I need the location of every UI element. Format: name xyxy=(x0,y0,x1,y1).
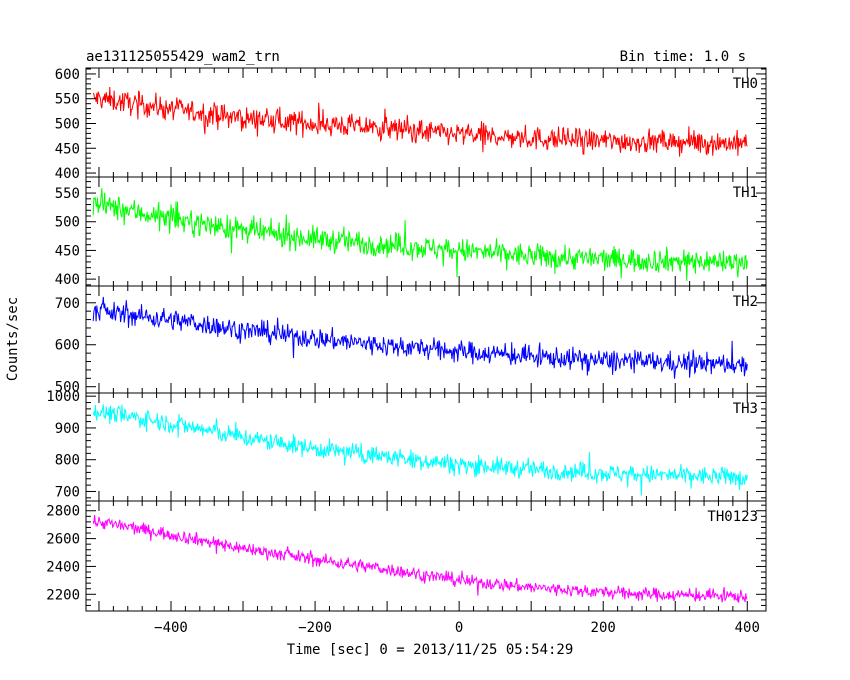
x-tick-label: −400 xyxy=(154,620,188,636)
y-tick-label: 2800 xyxy=(46,504,80,520)
panel-label-th0123: TH0123 xyxy=(707,509,758,525)
y-tick-label: 900 xyxy=(55,421,80,437)
panel-th0: 400 450 500 550 600 TH0 xyxy=(55,67,767,182)
series-line-th0 xyxy=(92,86,748,157)
y-tick-label: 400 xyxy=(55,272,80,288)
y-tick-label: 500 xyxy=(55,215,80,231)
x-tick-label: −200 xyxy=(298,620,332,636)
series-line-th0123 xyxy=(92,515,748,603)
panel-frame xyxy=(85,67,767,178)
panel-label-th1: TH1 xyxy=(733,185,758,201)
y-tick-label: 500 xyxy=(55,380,80,396)
series-line-th3 xyxy=(92,404,748,496)
y-tick-label: 2200 xyxy=(46,587,80,603)
series-line-th2 xyxy=(92,296,748,379)
y-tick-label: 700 xyxy=(55,484,80,500)
y-tick-label: 800 xyxy=(55,453,80,469)
plot-title: ae131125055429_wam2_trn xyxy=(86,49,280,65)
panel-th2: 500 600 700 TH2 xyxy=(55,285,767,396)
y-tick-label: 500 xyxy=(55,116,80,132)
panel-label-th2: TH2 xyxy=(733,294,758,310)
y-tick-label: 2600 xyxy=(46,532,80,548)
y-tick-label: 1000 xyxy=(46,389,80,405)
y-axis-label: Counts/sec xyxy=(5,297,21,381)
y-tick-label: 2400 xyxy=(46,559,80,575)
y-tick-label: 450 xyxy=(55,141,80,157)
panel-th0123: 2200 2400 2600 2800 TH0123 xyxy=(46,500,767,612)
y-tick-label: 400 xyxy=(55,166,80,182)
x-tick-label: 400 xyxy=(735,620,760,636)
x-axis: −400 −200 0 200 400 xyxy=(154,620,760,636)
panel-frame xyxy=(85,176,767,287)
panel-label-th0: TH0 xyxy=(733,76,758,92)
panel-frame xyxy=(85,500,767,612)
series-line-th1 xyxy=(92,188,748,282)
panel-frame xyxy=(85,285,767,394)
bin-time-label: Bin time: 1.0 s xyxy=(620,49,746,65)
y-tick-label: 550 xyxy=(55,186,80,202)
panel-label-th3: TH3 xyxy=(733,401,758,417)
panel-th1: 400 450 500 550 TH1 xyxy=(55,176,767,288)
y-tick-label: 600 xyxy=(55,338,80,354)
panel-frame xyxy=(85,392,767,502)
panels-group: 400 450 500 550 600 TH0 400 450 500 550 TH1 500 600 7… xyxy=(46,67,767,612)
x-axis-label: Time [sec] 0 = 2013/11/25 05:54:29 xyxy=(287,642,574,658)
y-tick-label: 700 xyxy=(55,296,80,312)
x-tick-label: 200 xyxy=(591,620,616,636)
panel-th3: 700 800 900 1000 TH3 xyxy=(46,389,767,502)
y-tick-label: 450 xyxy=(55,243,80,259)
y-tick-label: 550 xyxy=(55,92,80,108)
y-tick-label: 600 xyxy=(55,67,80,83)
x-tick-label: 0 xyxy=(455,620,463,636)
